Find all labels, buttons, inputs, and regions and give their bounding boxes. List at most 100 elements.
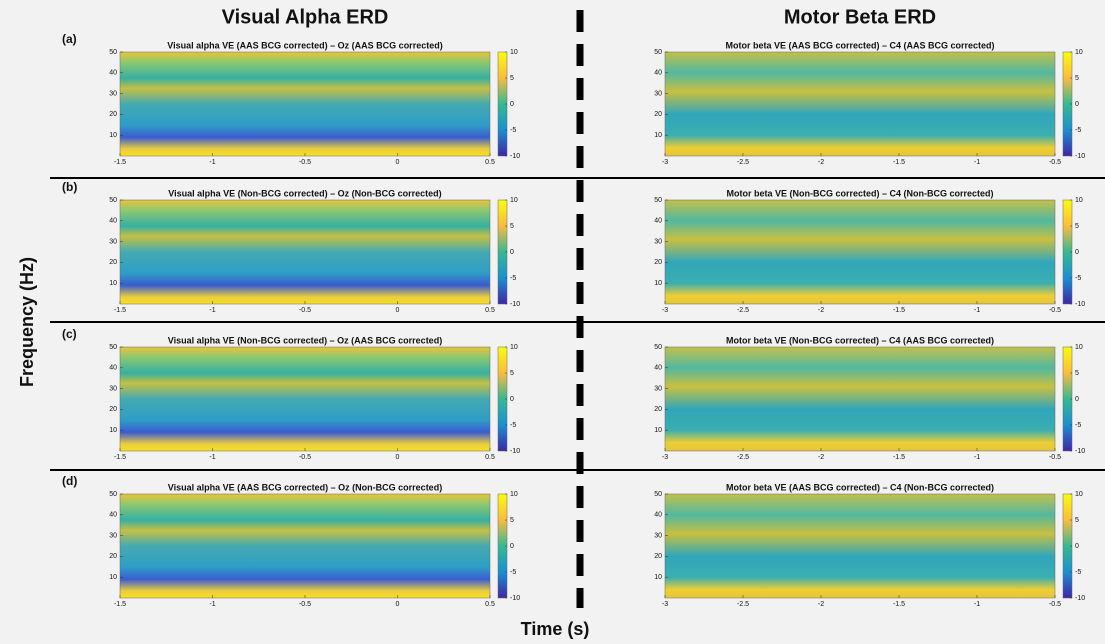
colorbar-tick-label: 0	[510, 396, 514, 403]
colorbar-tick-label: 5	[1075, 223, 1079, 230]
y-tick-label: 20	[109, 553, 117, 560]
colorbar-tick-label: -10	[1075, 595, 1085, 602]
y-tick-label: 30	[654, 532, 662, 539]
colorbar-tick-label: 0	[1075, 101, 1079, 108]
x-tick-label: -1	[209, 159, 215, 166]
x-axis-label: Time (s)	[521, 619, 590, 639]
y-tick-label: 30	[109, 90, 117, 97]
panel-label: (c)	[62, 327, 77, 341]
x-tick-label: -0.5	[1049, 454, 1061, 461]
colorbar-tick-label: -10	[510, 153, 520, 160]
y-tick-label: 20	[109, 406, 117, 413]
y-axis-label: Frequency (Hz)	[17, 257, 37, 387]
colorbar-tick-label: 10	[1075, 344, 1083, 351]
y-tick-label: 50	[654, 491, 662, 498]
column-title: Visual Alpha ERD	[222, 6, 389, 28]
colorbar-tick-label: 10	[1075, 197, 1083, 204]
x-tick-label: -2.5	[737, 454, 749, 461]
y-tick-label: 50	[109, 491, 117, 498]
colorbar-tick-label: 10	[510, 197, 518, 204]
plot-frame	[664, 493, 1056, 599]
y-tick-label: 50	[109, 49, 117, 56]
panel-title: Visual alpha VE (AAS BCG corrected) – Oz…	[168, 482, 442, 492]
x-tick-label: -0.5	[299, 159, 311, 166]
colorbar-tick-label: -5	[510, 127, 516, 134]
x-tick-label: -1.5	[893, 454, 905, 461]
y-tick-label: 20	[654, 259, 662, 266]
y-tick-label: 50	[109, 344, 117, 351]
x-tick-label: -2	[818, 159, 824, 166]
x-tick-label: -3	[662, 307, 668, 314]
colorbar-tick-label: -5	[1075, 275, 1081, 282]
y-tick-label: 50	[654, 344, 662, 351]
x-tick-label: -1	[209, 601, 215, 608]
y-tick-label: 10	[109, 280, 117, 287]
x-tick-label: -1.5	[114, 601, 126, 608]
y-tick-label: 40	[654, 218, 662, 225]
x-tick-label: -2.5	[737, 601, 749, 608]
x-tick-label: -1	[974, 159, 980, 166]
heatmap	[120, 494, 490, 598]
x-tick-label: -0.5	[299, 601, 311, 608]
plot-frame	[664, 51, 1056, 157]
x-tick-label: -1.5	[893, 307, 905, 314]
colorbar-tick-label: 5	[510, 75, 514, 82]
colorbar-tick-label: 0	[1075, 396, 1079, 403]
x-tick-label: -1	[974, 454, 980, 461]
y-tick-label: 20	[109, 259, 117, 266]
y-tick-label: 10	[109, 132, 117, 139]
y-tick-label: 40	[109, 365, 117, 372]
y-tick-label: 40	[654, 365, 662, 372]
y-tick-label: 30	[654, 90, 662, 97]
colorbar-tick-label: -10	[510, 595, 520, 602]
colorbar-tick-label: -5	[510, 275, 516, 282]
colorbar-tick-label: 5	[510, 517, 514, 524]
y-tick-label: 40	[654, 70, 662, 77]
y-tick-label: 20	[654, 553, 662, 560]
y-tick-label: 20	[654, 406, 662, 413]
y-tick-label: 10	[654, 574, 662, 581]
x-tick-label: -1.5	[114, 454, 126, 461]
panel-title: Motor beta VE (Non-BCG corrected) – C4 (…	[726, 188, 993, 198]
colorbar-tick-label: 5	[510, 370, 514, 377]
x-tick-label: -3	[662, 601, 668, 608]
heatmap	[120, 52, 490, 156]
panel-label: (b)	[62, 180, 77, 194]
panel-title: Motor beta VE (AAS BCG corrected) – C4 (…	[725, 40, 994, 50]
y-tick-label: 50	[654, 49, 662, 56]
x-tick-label: -0.5	[1049, 159, 1061, 166]
colorbar-tick-label: 5	[510, 223, 514, 230]
y-tick-label: 20	[654, 111, 662, 118]
colorbar-tick-label: 10	[510, 344, 518, 351]
colorbar-tick-label: -10	[1075, 301, 1085, 308]
x-tick-label: -0.5	[299, 454, 311, 461]
x-tick-label: -0.5	[1049, 601, 1061, 608]
x-tick-label: 0	[396, 159, 400, 166]
x-tick-label: -2	[818, 307, 824, 314]
y-tick-label: 30	[109, 385, 117, 392]
colorbar-tick-label: 0	[1075, 249, 1079, 256]
colorbar-tick-label: 5	[1075, 75, 1079, 82]
y-tick-label: 30	[109, 238, 117, 245]
x-tick-label: -3	[662, 159, 668, 166]
heatmap	[120, 347, 490, 451]
colorbar-tick-label: -5	[1075, 127, 1081, 134]
colorbar-tick-label: 10	[1075, 49, 1083, 56]
x-tick-label: -1	[974, 307, 980, 314]
x-tick-label: -1.5	[114, 307, 126, 314]
colorbar-tick-label: -10	[1075, 448, 1085, 455]
x-tick-label: -1	[209, 454, 215, 461]
panel-title: Visual alpha VE (AAS BCG corrected) – Oz…	[167, 40, 442, 50]
y-tick-label: 10	[654, 132, 662, 139]
panel-label: (a)	[62, 32, 77, 46]
x-tick-label: 0.5	[485, 159, 495, 166]
colorbar-tick-label: 0	[510, 101, 514, 108]
y-tick-label: 30	[109, 532, 117, 539]
colorbar-tick-label: 0	[510, 543, 514, 550]
y-tick-label: 10	[109, 427, 117, 434]
colorbar-tick-label: 5	[1075, 517, 1079, 524]
colorbar-tick-label: 5	[1075, 370, 1079, 377]
x-tick-label: -0.5	[1049, 307, 1061, 314]
plot-frame	[664, 199, 1056, 305]
x-tick-label: -0.5	[299, 307, 311, 314]
